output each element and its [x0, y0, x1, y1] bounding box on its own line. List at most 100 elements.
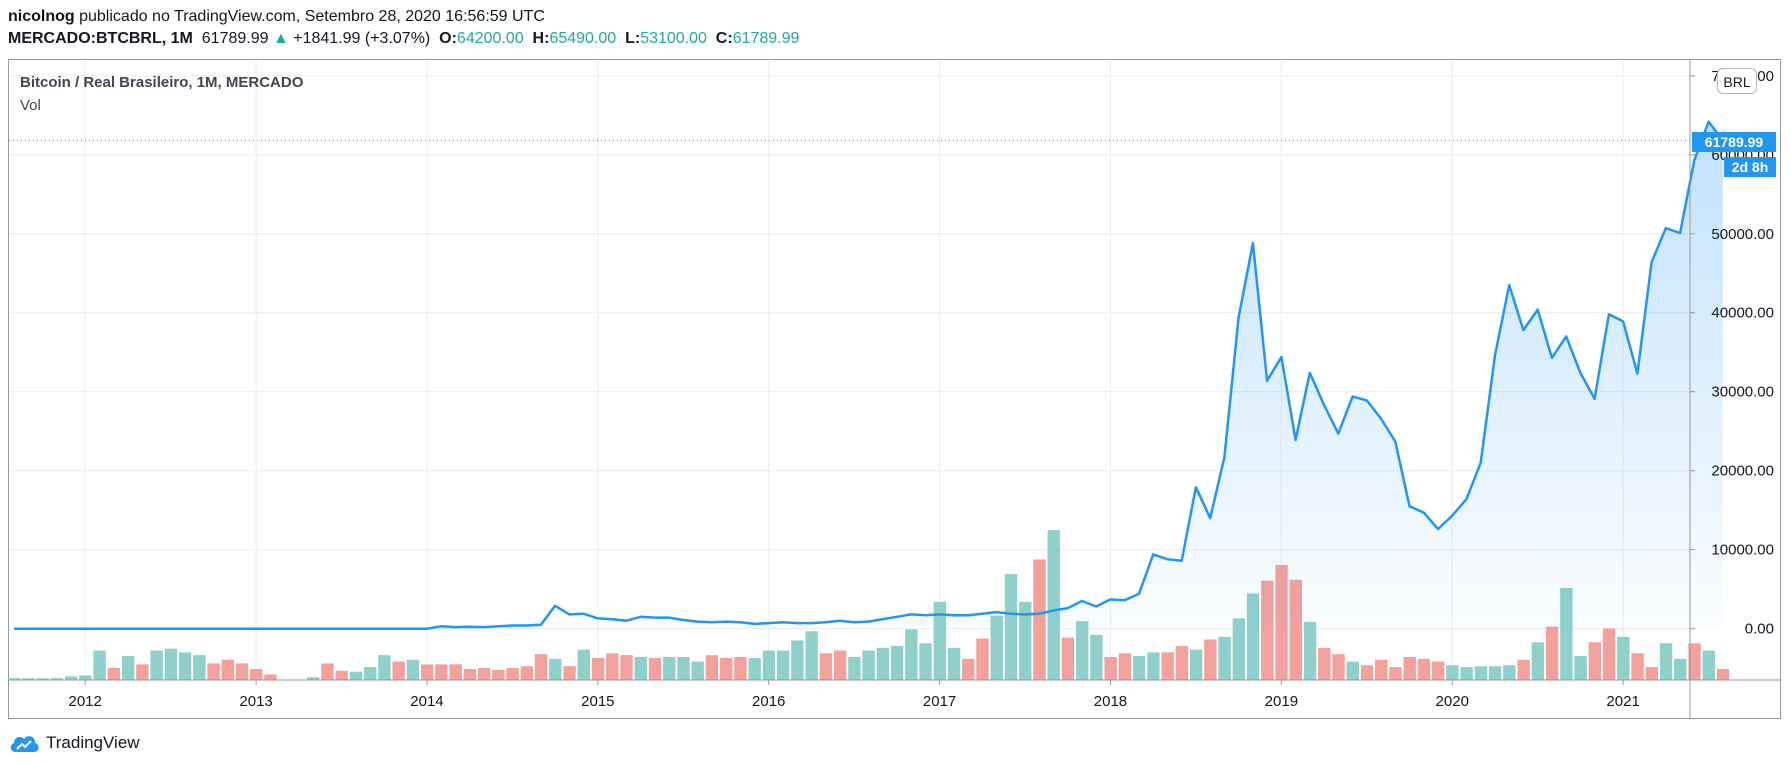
volume-bar [1645, 667, 1658, 680]
volume-bar [791, 640, 804, 680]
volume-bar [1517, 659, 1530, 680]
volume-bar [349, 671, 363, 680]
volume-bar [378, 655, 391, 680]
volume-bar [1332, 654, 1345, 680]
volume-bar [947, 647, 961, 680]
up-arrow-icon: ▲ [272, 30, 289, 47]
high-value: 65490.00 [549, 30, 617, 47]
price-area [14, 121, 1723, 629]
volume-bar [1232, 618, 1246, 680]
publish-meta: publicado no TradingView.com, Setembro 2… [79, 8, 545, 25]
y-tick-label: 30000.00 [1711, 384, 1774, 401]
volume-bar [1659, 643, 1673, 680]
currency-button[interactable]: BRL [1717, 68, 1757, 94]
volume-bar [705, 655, 719, 680]
volume-bar [264, 674, 277, 680]
volume-bar [136, 664, 149, 680]
volume-bar [1147, 652, 1160, 680]
chart-frame [8, 59, 1781, 719]
volume-bar [1417, 658, 1431, 680]
publish-info: nicolnog publicado no TradingView.com, S… [8, 8, 545, 26]
volume-bar [150, 650, 163, 680]
volume-bar [420, 664, 434, 680]
tradingview-cloud-icon [10, 736, 39, 752]
volume-bar [178, 652, 192, 680]
volume-bar [876, 647, 890, 680]
volume-bar [1318, 647, 1331, 680]
volume-bar [1204, 639, 1217, 680]
open-value: 64200.00 [456, 30, 524, 47]
price-line [14, 120, 1724, 630]
volume-bar [1403, 656, 1416, 680]
symbol-label: MERCADO:BTCBRL, 1M [8, 30, 193, 47]
open-label: O: [439, 30, 457, 47]
tradingview-logo[interactable]: TradingView [8, 732, 140, 754]
x-tick-label: 2015 [581, 693, 614, 710]
volume-bar [1531, 642, 1545, 680]
volume-bar [762, 650, 776, 680]
volume-bar [1189, 649, 1203, 680]
last-price-tag: 61789.99 [1692, 132, 1776, 152]
volume-bar [634, 656, 647, 680]
volume-bar [1076, 621, 1089, 680]
brand-label: TradingView [46, 733, 140, 752]
volume-bar [748, 657, 761, 680]
volume-bar [577, 649, 590, 680]
volume-bar [905, 629, 918, 680]
volume-bar [321, 663, 334, 680]
volume-bar [435, 664, 448, 680]
y-tick-label: 50000.00 [1711, 226, 1774, 243]
volume-bar [1474, 666, 1488, 680]
volume-bar [1360, 665, 1374, 680]
volume-bar [563, 666, 576, 680]
volume-bar [50, 678, 64, 680]
volume-bar [221, 659, 234, 680]
volume-bar [620, 655, 633, 680]
volume-legend: Vol [20, 97, 41, 114]
x-tick-label: 2013 [239, 693, 272, 710]
volume-bar [1674, 658, 1687, 680]
x-tick-label: 2016 [752, 693, 785, 710]
volume-bar [1716, 668, 1730, 680]
x-tick-label: 2020 [1436, 693, 1469, 710]
volume-bar [691, 661, 704, 680]
volume-bar [1446, 665, 1459, 680]
volume-bar [734, 656, 747, 680]
price-change: +1841.99 (+3.07%) [293, 30, 431, 47]
volume-bar [1218, 636, 1231, 680]
volume-bar [22, 678, 35, 680]
volume-bar [250, 668, 263, 680]
author-name[interactable]: nicolnog [8, 8, 75, 25]
last-price: 61789.99 [201, 30, 269, 47]
countdown-tag: 2d 8h [1724, 157, 1776, 177]
low-label: L: [625, 30, 641, 47]
x-tick-label: 2012 [69, 693, 102, 710]
volume-bar [93, 650, 106, 680]
volume-bar [520, 666, 534, 680]
volume-bar [463, 668, 477, 680]
volume-bar [591, 657, 605, 680]
volume-bar [1132, 656, 1146, 680]
high-label: H: [532, 30, 550, 47]
volume-bar [36, 678, 49, 680]
y-tick-label: 40000.00 [1711, 305, 1774, 322]
volume-bar [406, 659, 420, 680]
x-tick-label: 2014 [410, 693, 443, 710]
volume-bar [862, 650, 875, 680]
volume-bar [606, 653, 619, 680]
volume-bar [990, 615, 1003, 680]
y-tick-label: 20000.00 [1711, 463, 1774, 480]
close-label: C: [715, 30, 733, 47]
volume-bar [1118, 653, 1132, 680]
volume-bar [207, 663, 220, 680]
y-tick-label: 10000.00 [1711, 542, 1774, 559]
volume-bar [1090, 634, 1103, 680]
volume-bar [1161, 652, 1174, 680]
volume-bar [1047, 530, 1060, 680]
volume-bar [1617, 636, 1630, 680]
volume-bar [307, 677, 320, 680]
volume-bar [976, 638, 989, 680]
volume-bar [677, 656, 690, 680]
volume-bar [8, 678, 21, 680]
